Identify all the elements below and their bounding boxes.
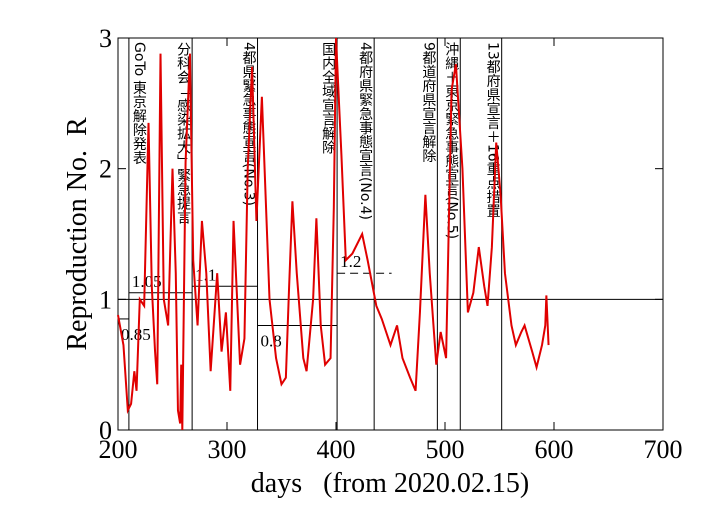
x-axis-title: days (from 2020.02.15) — [251, 468, 529, 499]
x-tick-label: 700 — [644, 435, 683, 464]
x-tick-label: 500 — [426, 435, 465, 464]
y-tick-label: 3 — [99, 24, 112, 53]
level-label: 0.85 — [121, 325, 151, 344]
level-label: 1.05 — [132, 272, 162, 291]
x-tick-label: 400 — [317, 435, 356, 464]
event-label: GoTo 東京解除発表 — [131, 42, 147, 165]
y-tick-label: 1 — [99, 285, 112, 314]
data-line — [117, 37, 550, 431]
event-label: 分科会「感染拡大」緊急提言 — [175, 42, 191, 224]
x-tick-label: 300 — [208, 435, 247, 464]
y-axis-title: Reproduction No. R — [62, 117, 93, 351]
level-label: 0.8 — [261, 331, 282, 350]
x-tick-label: 600 — [535, 435, 574, 464]
x-tick-label: 200 — [99, 435, 138, 464]
plot-frame — [117, 37, 664, 431]
y-tick-label: 0 — [99, 416, 112, 445]
event-label: 国内全域宣言解除 — [320, 42, 336, 154]
event-label: 4都府県緊急事態宣言(No.4) — [357, 42, 373, 220]
event-label: 13都府県宣言＋16重点措置 — [485, 42, 501, 218]
y-tick-label: 2 — [99, 155, 112, 184]
event-label: 9都道府県宣言解除 — [420, 42, 436, 163]
